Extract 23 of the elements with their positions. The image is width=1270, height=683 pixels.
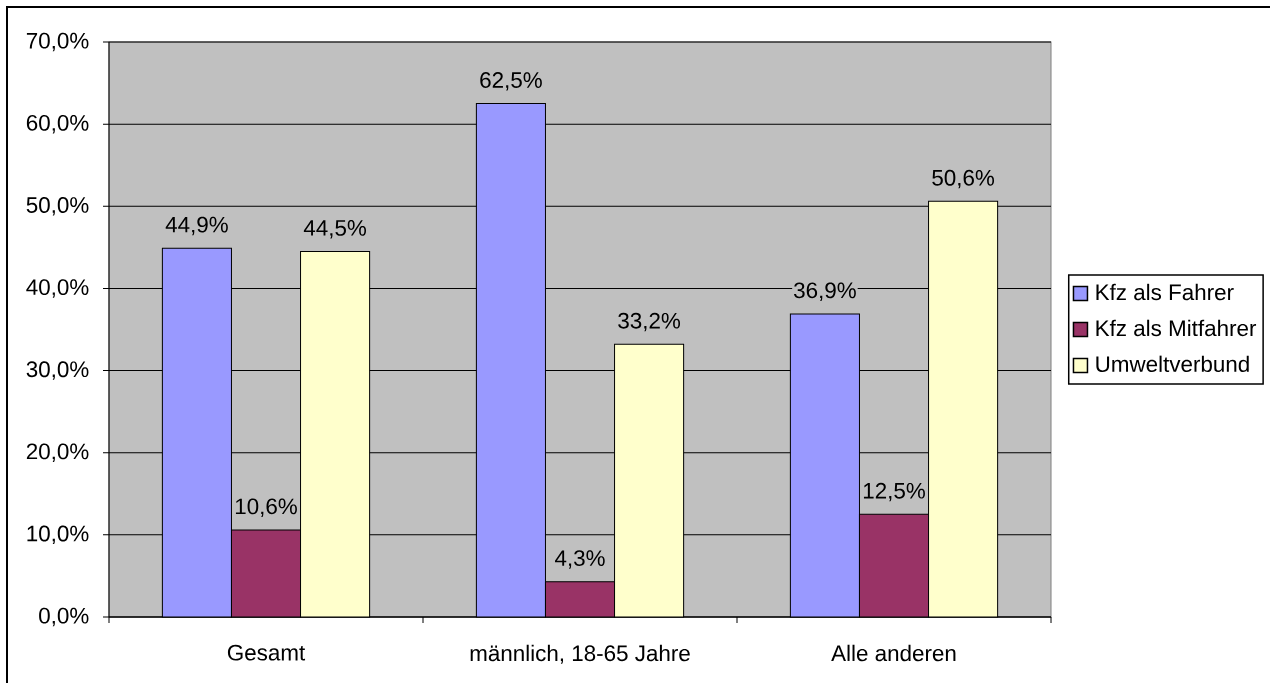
- y-tick-label: 10,0%: [27, 525, 89, 545]
- x-tick-label: männlich, 18-65 Jahre: [470, 644, 690, 664]
- y-tick-label: 30,0%: [26, 361, 89, 380]
- x-tick-label: Gesamt: [227, 644, 306, 661]
- x-tick-label: Alle anderen: [831, 644, 956, 662]
- data-label: 10,6%: [235, 498, 297, 517]
- y-tick-label: 40,0%: [26, 279, 89, 298]
- y-tick-label: 20,0%: [26, 443, 89, 462]
- y-tick-label: 60,0%: [26, 114, 89, 134]
- data-label: 44,5%: [303, 220, 367, 239]
- data-label: 33,2%: [618, 312, 681, 332]
- data-label: 36,9%: [794, 282, 856, 301]
- data-label: 50,6%: [932, 169, 995, 189]
- y-tick-label: 70,0%: [26, 32, 89, 52]
- legend-label: Kfz als Fahrer: [1096, 283, 1234, 301]
- y-tick-label: 0,0%: [39, 607, 89, 627]
- legend-label: Umweltverbund: [1096, 355, 1249, 373]
- legend-label: Kfz als Mitfahrer: [1096, 319, 1257, 337]
- data-label: 44,9%: [165, 216, 228, 236]
- data-label: 12,5%: [863, 482, 925, 502]
- data-label: 62,5%: [480, 72, 542, 91]
- data-label: 4,3%: [555, 550, 605, 569]
- y-tick-label: 50,0%: [26, 197, 89, 216]
